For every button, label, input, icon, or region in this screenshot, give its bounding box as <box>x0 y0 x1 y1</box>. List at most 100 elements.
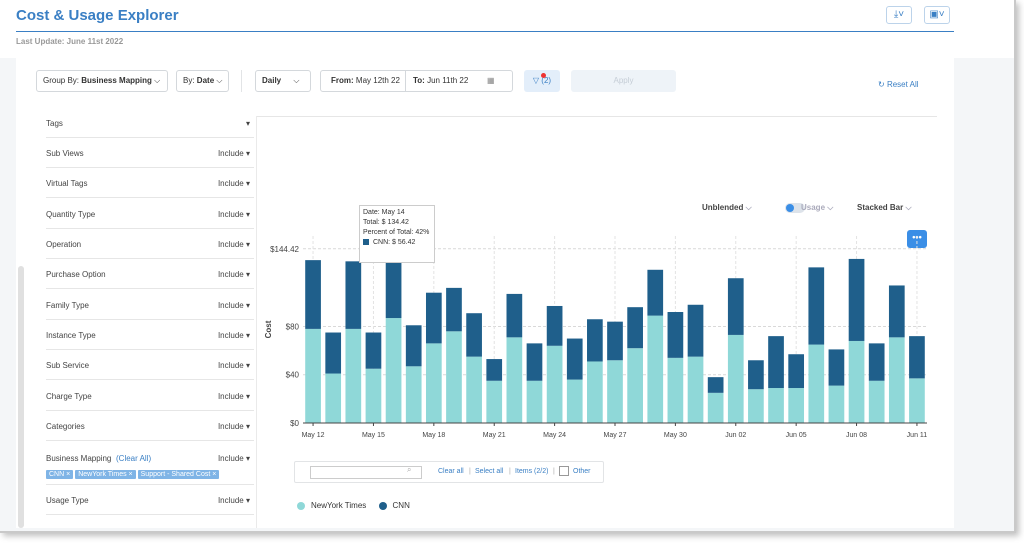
download-button[interactable]: ⤓˅ <box>886 6 912 24</box>
sidebar-item-label: Family Type <box>46 301 89 310</box>
include-select[interactable]: Include ▾ <box>218 240 250 249</box>
caret-down-icon: ▾ <box>243 179 250 188</box>
refresh-icon: ↻ <box>878 80 885 89</box>
caret-down-icon: ▾ <box>243 149 250 158</box>
sidebar-item-operation[interactable]: Operation Include ▾ <box>46 229 254 259</box>
bar-cnn <box>888 285 905 338</box>
clear-all-link[interactable]: Clear all <box>438 468 464 475</box>
filter-sidebar: Tags ▾ Sub Views Include ▾ Virtual Tags Incl… <box>16 116 256 528</box>
reset-all-link[interactable]: ↻ Reset All <box>878 80 919 89</box>
bar-cnn <box>506 293 523 338</box>
sidebar-item-virtual-tags[interactable]: Virtual Tags Include ▾ <box>46 168 254 198</box>
include-select[interactable]: Include ▾ <box>218 392 250 401</box>
x-tick-label: May 15 <box>362 432 385 439</box>
bar-cnn <box>687 304 704 357</box>
close-icon[interactable]: × <box>210 471 217 478</box>
last-update-text: Last Update: June 11st 2022 <box>16 37 124 46</box>
tooltip-series-value: CNN: $ 56.42 <box>373 239 416 246</box>
sidebar-item-usage-type[interactable]: Usage Type Include ▾ <box>46 485 254 515</box>
tooltip-series: CNN: $ 56.42 <box>363 239 431 246</box>
sidebar-item-label: Business Mapping <box>46 454 112 463</box>
bar-newyork <box>566 379 583 423</box>
bar-cnn <box>667 312 684 358</box>
caret-down-icon: ▾ <box>243 361 250 370</box>
apply-button[interactable]: Apply <box>571 70 676 92</box>
x-tick-label: May 27 <box>604 432 627 439</box>
legend-item-cnn[interactable]: CNN <box>378 501 410 510</box>
bar-cnn <box>808 267 825 345</box>
bar-cnn <box>486 359 503 381</box>
bar-newyork <box>446 331 462 423</box>
include-select[interactable]: Include ▾ <box>218 179 250 188</box>
include-label: Include <box>217 240 244 249</box>
cost-type-select[interactable]: Unblended ⌵ <box>702 203 752 213</box>
to-date[interactable]: To: Jun 11th 22 <box>413 71 468 91</box>
series-search-input[interactable] <box>310 466 422 479</box>
legend-item-newyork[interactable]: NewYork Times <box>297 501 366 510</box>
by-label: By: <box>183 76 195 85</box>
sidebar-item-charge-type[interactable]: Charge Type Include ▾ <box>46 381 254 411</box>
include-select[interactable]: Include ▾ <box>218 331 250 340</box>
include-select[interactable]: Include ▾ <box>218 301 250 310</box>
close-icon[interactable]: × <box>126 471 133 478</box>
include-select[interactable]: Include ▾ <box>218 270 250 279</box>
include-select[interactable]: Include ▾ <box>218 361 250 370</box>
bar-newyork <box>788 388 805 423</box>
bar-cnn <box>385 260 402 319</box>
separator: | <box>469 468 471 475</box>
bar-newyork <box>325 373 342 423</box>
date-range-picker[interactable]: From: May 12th 22 To: Jun 11th 22 ▦ <box>320 70 513 92</box>
page-title: Cost & Usage Explorer <box>16 7 179 24</box>
include-select[interactable]: Include ▾ <box>218 454 250 463</box>
other-label[interactable]: Other <box>573 468 591 475</box>
to-value: Jun 11th 22 <box>427 76 469 85</box>
period-select[interactable]: Daily ⌵ <box>255 70 311 92</box>
sidebar-item-sub-views[interactable]: Sub Views Include ▾ <box>46 138 254 168</box>
other-checkbox[interactable] <box>559 466 569 476</box>
filter-chip[interactable]: NewYork Times × <box>75 470 136 479</box>
sidebar-item-sub-service[interactable]: Sub Service Include ▾ <box>46 350 254 380</box>
bar-cnn <box>325 332 342 374</box>
caret-down-icon: ▾ <box>243 454 250 463</box>
bar-newyork <box>385 318 402 423</box>
bar-cnn <box>727 278 744 335</box>
bar-cnn <box>868 343 885 381</box>
bar-newyork <box>667 357 684 423</box>
sidebar-item-purchase-option[interactable]: Purchase Option Include ▾ <box>46 259 254 289</box>
clear-all-link[interactable]: (Clear All) <box>116 454 152 463</box>
select-all-link[interactable]: Select all <box>475 468 504 475</box>
bar-newyork <box>405 366 422 423</box>
metric-select[interactable]: Usage ⌵ <box>801 203 833 213</box>
save-button[interactable]: ▣˅ <box>924 6 950 24</box>
x-tick-label: Jun 05 <box>786 432 807 439</box>
include-select[interactable]: ▾ <box>246 119 250 128</box>
sidebar-scrollbar[interactable] <box>18 266 24 528</box>
include-label: Include <box>217 210 244 219</box>
include-select[interactable]: Include ▾ <box>218 210 250 219</box>
include-label: Include <box>217 331 244 340</box>
chevron-down-icon: ⌵ <box>905 203 912 212</box>
usage-toggle[interactable] <box>785 203 805 213</box>
from-date[interactable]: From: May 12th 22 <box>331 71 400 91</box>
group-by-select[interactable]: Group By: Business Mapping ⌵ <box>36 70 168 92</box>
include-select[interactable]: Include ▾ <box>218 496 250 505</box>
sidebar-item-business-mapping[interactable]: Business Mapping (Clear All) CNN × NewYork … <box>46 443 254 485</box>
sidebar-item-label: Quantity Type <box>46 210 96 219</box>
include-select[interactable]: Include ▾ <box>218 422 250 431</box>
sidebar-item-categories[interactable]: Categories Include ▾ <box>46 411 254 441</box>
sidebar-item-instance-type[interactable]: Instance Type Include ▾ <box>46 320 254 350</box>
include-select[interactable]: Include ▾ <box>218 149 250 158</box>
from-value: May 12th 22 <box>355 76 400 85</box>
close-icon[interactable]: × <box>64 471 71 478</box>
sidebar-item-tags[interactable]: Tags ▾ <box>46 108 254 138</box>
sidebar-item-family-type[interactable]: Family Type Include ▾ <box>46 290 254 320</box>
filter-button[interactable]: ▽ (2) <box>524 70 560 92</box>
filter-chip[interactable]: Support - Shared Cost × <box>137 470 220 479</box>
items-count-link[interactable]: Items (2/2) <box>515 468 549 475</box>
by-select[interactable]: By: Date ⌵ <box>176 70 229 92</box>
chart-style-select[interactable]: Stacked Bar ⌵ <box>857 203 912 213</box>
bar-newyork <box>828 385 845 423</box>
cost-chart: $0 $40 $80 $144.42 Cost May 12 May 15 May 18 May… <box>264 236 927 439</box>
sidebar-item-quantity-type[interactable]: Quantity Type Include ▾ <box>46 199 254 229</box>
filter-chip[interactable]: CNN × <box>46 470 74 479</box>
